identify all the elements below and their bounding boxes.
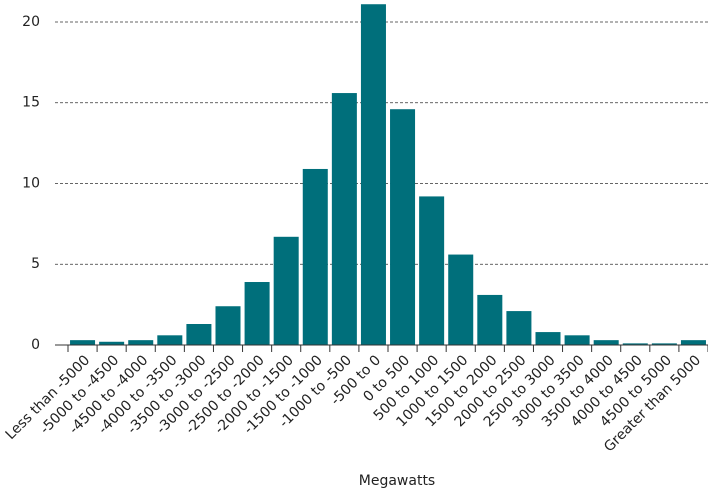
- bar: [273, 236, 299, 345]
- bar: [651, 343, 677, 345]
- bar: [593, 340, 619, 345]
- y-tick-label: 15: [22, 95, 40, 111]
- bar: [215, 306, 241, 345]
- bar: [360, 4, 386, 346]
- bar: [128, 340, 154, 345]
- bar: [302, 168, 328, 345]
- bar: [680, 340, 706, 345]
- bar: [448, 254, 474, 345]
- bar: [477, 294, 503, 345]
- y-tick-label: 0: [31, 337, 40, 353]
- bar: [331, 93, 357, 345]
- bar: [70, 340, 96, 345]
- y-tick-label: 20: [22, 14, 40, 30]
- bar: [186, 324, 212, 345]
- y-tick-label: 10: [22, 175, 40, 191]
- bar: [244, 282, 270, 345]
- bar: [564, 335, 590, 345]
- bar: [157, 335, 183, 345]
- bar: [99, 341, 125, 345]
- bar: [390, 109, 416, 345]
- bar: [506, 311, 532, 345]
- y-tick-label: 5: [31, 256, 40, 272]
- x-axis-label: Megawatts: [359, 473, 435, 489]
- bar: [419, 196, 445, 345]
- bar: [622, 343, 648, 345]
- bar: [535, 332, 561, 345]
